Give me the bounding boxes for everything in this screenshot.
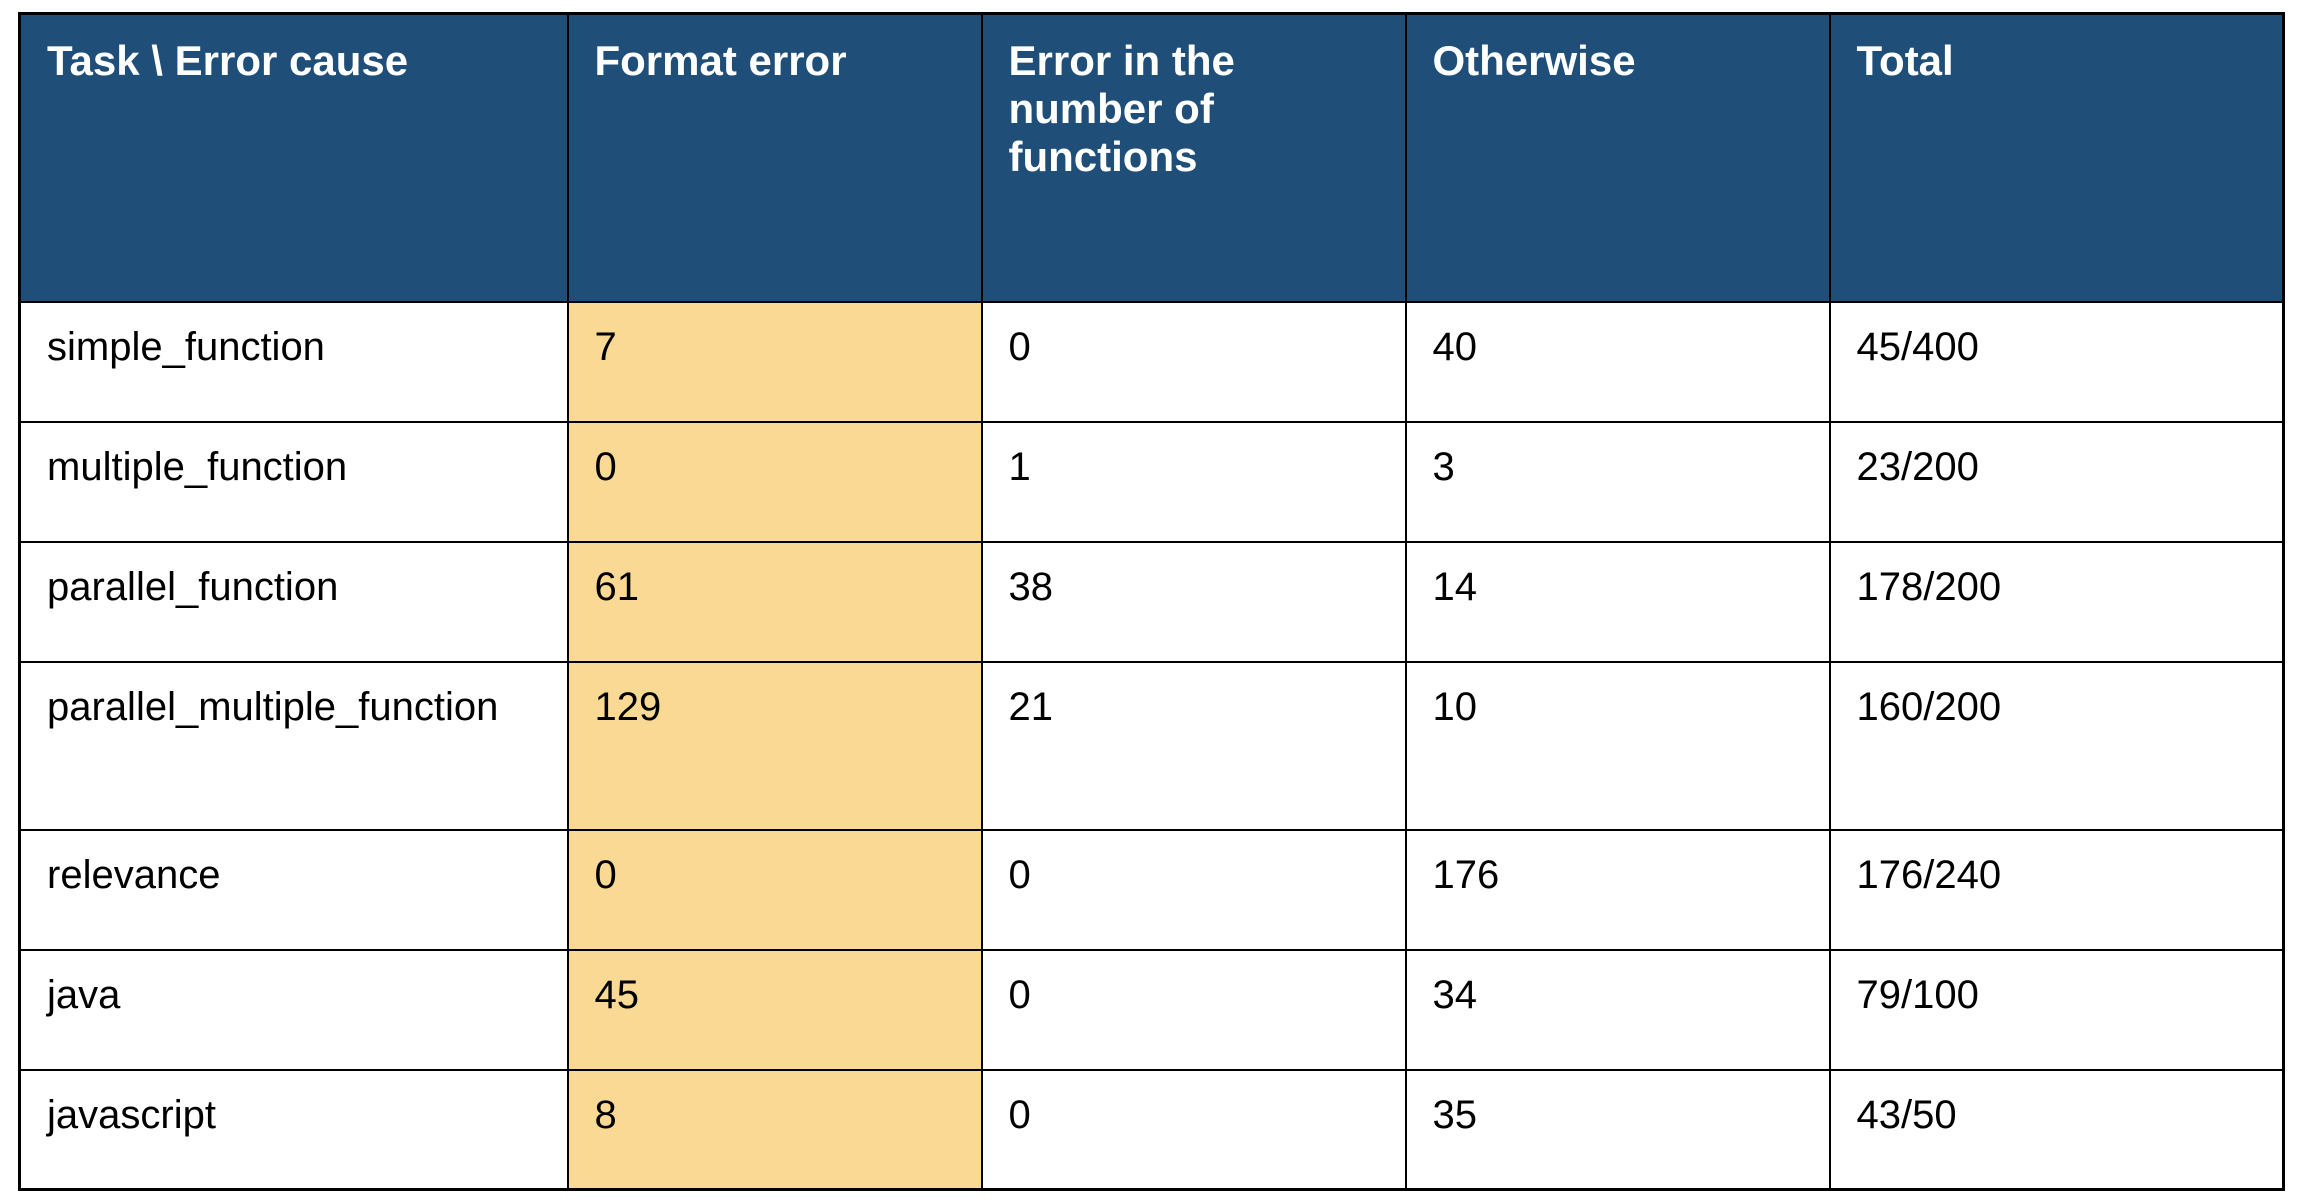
- cell-num_func_err: 0: [982, 950, 1406, 1070]
- cell-format_error: 0: [568, 422, 982, 542]
- cell-task: javascript: [20, 1070, 568, 1190]
- cell-task: simple_function: [20, 302, 568, 422]
- cell-num_func_err: 1: [982, 422, 1406, 542]
- table-row: multiple_function01323/200: [20, 422, 2284, 542]
- table-row: relevance00176176/240: [20, 830, 2284, 950]
- cell-total: 43/50: [1830, 1070, 2284, 1190]
- cell-task: java: [20, 950, 568, 1070]
- cell-otherwise: 3: [1406, 422, 1830, 542]
- cell-format_error: 61: [568, 542, 982, 662]
- col-header-task: Task \ Error cause: [20, 14, 568, 302]
- cell-task: parallel_multiple_function: [20, 662, 568, 830]
- cell-num_func_err: 0: [982, 302, 1406, 422]
- cell-num_func_err: 0: [982, 830, 1406, 950]
- cell-otherwise: 34: [1406, 950, 1830, 1070]
- cell-task: multiple_function: [20, 422, 568, 542]
- cell-task: relevance: [20, 830, 568, 950]
- cell-total: 178/200: [1830, 542, 2284, 662]
- cell-total: 23/200: [1830, 422, 2284, 542]
- cell-otherwise: 176: [1406, 830, 1830, 950]
- cell-num_func_err: 38: [982, 542, 1406, 662]
- table-header-row: Task \ Error causeFormat errorError in t…: [20, 14, 2284, 302]
- cell-format_error: 8: [568, 1070, 982, 1190]
- cell-otherwise: 14: [1406, 542, 1830, 662]
- table-row: java4503479/100: [20, 950, 2284, 1070]
- cell-num_func_err: 0: [982, 1070, 1406, 1190]
- cell-total: 176/240: [1830, 830, 2284, 950]
- col-header-total: Total: [1830, 14, 2284, 302]
- col-header-format_error: Format error: [568, 14, 982, 302]
- col-header-otherwise: Otherwise: [1406, 14, 1830, 302]
- cell-num_func_err: 21: [982, 662, 1406, 830]
- cell-task: parallel_function: [20, 542, 568, 662]
- cell-total: 160/200: [1830, 662, 2284, 830]
- table-row: javascript803543/50: [20, 1070, 2284, 1190]
- cell-otherwise: 10: [1406, 662, 1830, 830]
- table-row: simple_function704045/400: [20, 302, 2284, 422]
- cell-otherwise: 40: [1406, 302, 1830, 422]
- error-cause-table: Task \ Error causeFormat errorError in t…: [18, 12, 2285, 1191]
- cell-format_error: 129: [568, 662, 982, 830]
- cell-format_error: 45: [568, 950, 982, 1070]
- cell-otherwise: 35: [1406, 1070, 1830, 1190]
- table-row: parallel_function613814178/200: [20, 542, 2284, 662]
- col-header-num_func_err: Error in the number of functions: [982, 14, 1406, 302]
- table-row: parallel_multiple_function1292110160/200: [20, 662, 2284, 830]
- cell-total: 79/100: [1830, 950, 2284, 1070]
- cell-total: 45/400: [1830, 302, 2284, 422]
- cell-format_error: 0: [568, 830, 982, 950]
- cell-format_error: 7: [568, 302, 982, 422]
